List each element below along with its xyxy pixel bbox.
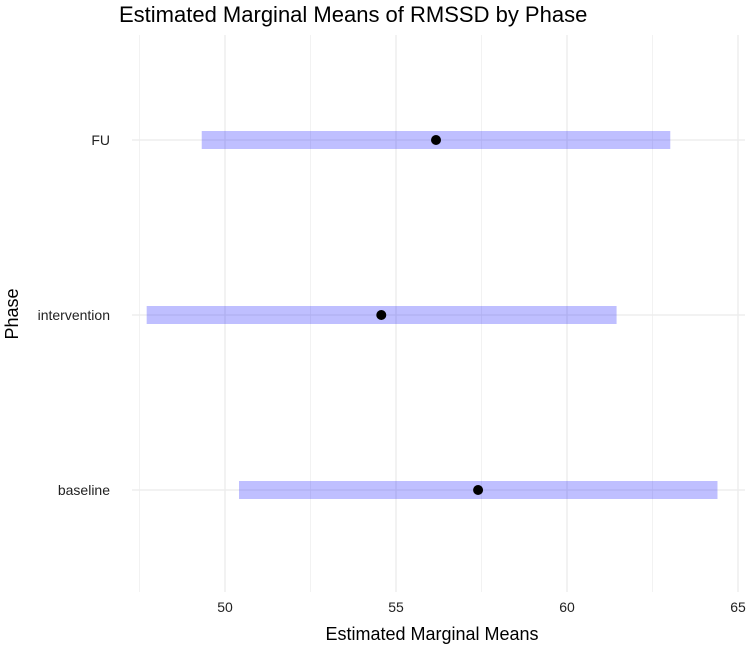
x-tick-labels: 50 55 60 65: [217, 599, 746, 615]
point-intervention: [376, 310, 387, 320]
point-FU: [431, 135, 442, 145]
points: [376, 135, 484, 495]
x-tick-label: 60: [559, 599, 575, 615]
x-tick-label: 55: [388, 599, 404, 615]
x-tick-label: 50: [217, 599, 233, 615]
chart-title: Estimated Marginal Means of RMSSD by Pha…: [119, 2, 587, 27]
y-tick-labels: baseline intervention FU: [38, 132, 111, 498]
x-axis-label: Estimated Marginal Means: [325, 624, 538, 644]
y-tick-label: intervention: [38, 307, 110, 323]
x-tick-label: 65: [730, 599, 746, 615]
grid: [132, 35, 745, 592]
y-axis-label: Phase: [2, 288, 22, 339]
y-tick-label: baseline: [58, 482, 110, 498]
y-tick-label: FU: [91, 132, 110, 148]
point-baseline: [473, 485, 484, 495]
